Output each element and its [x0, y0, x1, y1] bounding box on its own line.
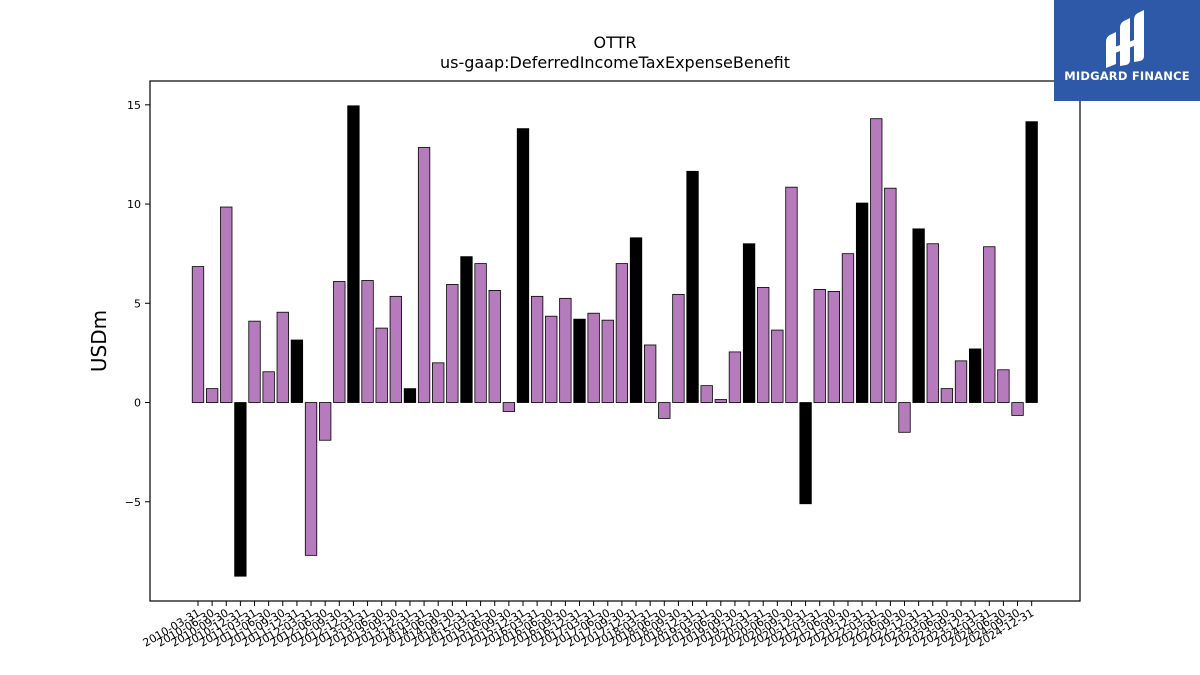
chart-title: OTTR — [593, 33, 637, 52]
bar — [912, 228, 925, 403]
bar — [403, 388, 417, 403]
bar — [347, 105, 360, 403]
bar — [700, 385, 713, 403]
y-tick-label: 10 — [127, 198, 141, 211]
bar — [1011, 402, 1024, 416]
bar — [672, 293, 685, 403]
bar — [969, 348, 982, 403]
bar — [319, 402, 332, 441]
bar — [855, 202, 869, 403]
bar — [530, 295, 544, 403]
bar — [601, 319, 614, 403]
brand-name: MIDGARD FINANCE — [1064, 69, 1190, 83]
bar — [870, 118, 883, 403]
bar — [714, 399, 727, 403]
bar — [276, 311, 289, 403]
bar — [446, 284, 459, 403]
bar — [333, 281, 346, 403]
bar — [502, 402, 516, 412]
y-axis-label: USDm — [87, 310, 111, 372]
bar — [742, 243, 756, 403]
bar — [389, 295, 402, 403]
bar — [813, 288, 826, 403]
bar — [615, 263, 629, 403]
bar — [488, 289, 501, 403]
bar — [940, 388, 954, 403]
bar — [516, 128, 530, 403]
bar — [629, 237, 643, 403]
bar — [827, 290, 840, 403]
bar — [658, 402, 671, 419]
bar — [304, 402, 318, 556]
y-tick-label: −5 — [125, 496, 141, 509]
brand-mark-icon — [1106, 10, 1144, 68]
bar — [474, 263, 487, 403]
bar — [220, 206, 233, 403]
bar — [573, 318, 586, 403]
bar — [432, 362, 445, 403]
bar — [1025, 121, 1038, 403]
bar — [290, 339, 304, 403]
y-tick-label: 0 — [134, 397, 141, 410]
bar — [757, 287, 770, 403]
bar — [262, 371, 275, 403]
bar — [983, 246, 996, 403]
bar — [771, 329, 784, 403]
bar — [954, 360, 968, 403]
bar — [417, 147, 431, 403]
bar — [587, 312, 600, 403]
chart-subtitle: us-gaap:DeferredIncomeTaxExpenseBenefit — [439, 53, 791, 72]
bar — [234, 402, 247, 577]
y-tick-label: 5 — [134, 297, 141, 310]
bar — [997, 369, 1010, 403]
brand-logo: MIDGARD FINANCE — [1054, 0, 1200, 101]
bar — [545, 315, 558, 403]
bar — [460, 256, 473, 403]
bar — [205, 388, 219, 403]
bar — [361, 280, 374, 403]
bar — [191, 266, 205, 403]
bar — [644, 344, 657, 403]
bar — [884, 187, 897, 403]
bar — [559, 297, 572, 403]
bar — [841, 253, 855, 403]
bar — [785, 186, 798, 403]
bar — [686, 170, 699, 403]
bar — [926, 243, 939, 403]
bar — [375, 327, 388, 403]
bar — [799, 402, 812, 505]
bar — [248, 320, 261, 403]
plot-frame — [149, 80, 1081, 602]
bar — [898, 402, 911, 433]
y-tick-label: 15 — [127, 99, 141, 112]
bar — [728, 351, 742, 403]
